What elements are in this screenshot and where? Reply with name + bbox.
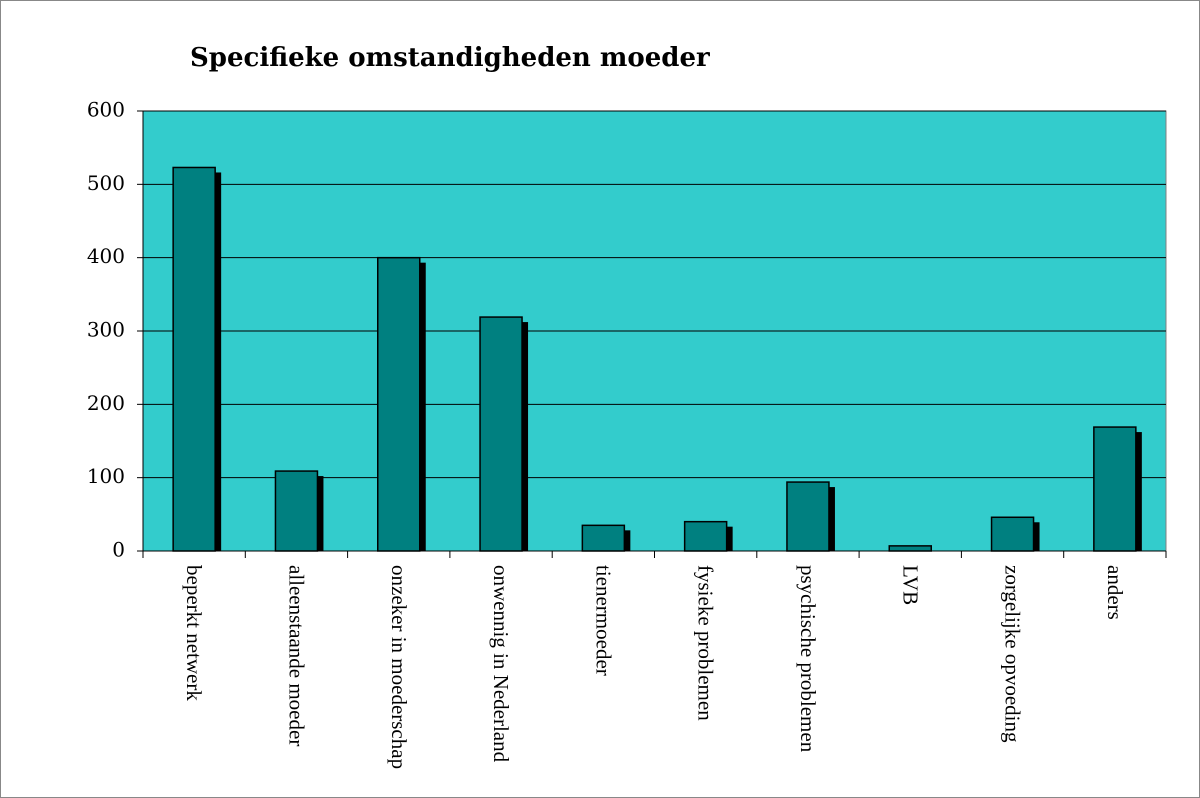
y-tick-label: 600 bbox=[87, 98, 125, 122]
x-tick-label: beperkt netwerk bbox=[182, 565, 207, 701]
bar bbox=[990, 516, 1035, 552]
bar bbox=[479, 316, 523, 552]
bar bbox=[683, 520, 728, 552]
bar bbox=[172, 166, 216, 552]
bar bbox=[888, 545, 932, 552]
x-tick-label: onwennig in Nederland bbox=[489, 565, 514, 763]
x-tick-label: tienermoeder bbox=[591, 565, 616, 676]
bar bbox=[377, 256, 421, 552]
y-tick-label: 300 bbox=[87, 318, 125, 342]
y-tick-label: 200 bbox=[87, 391, 125, 415]
bar bbox=[581, 524, 626, 552]
bar bbox=[274, 470, 319, 552]
y-tick-label: 100 bbox=[87, 464, 125, 488]
x-tick-label: fysieke problemen bbox=[693, 565, 718, 721]
x-tick-label: alleenstaande moeder bbox=[284, 565, 309, 747]
y-tick-label: 0 bbox=[112, 538, 125, 562]
x-tick-label: onzeker in moederschap bbox=[386, 565, 411, 770]
bar bbox=[1093, 426, 1137, 552]
x-tick-label: psychische problemen bbox=[795, 565, 820, 753]
bar bbox=[786, 481, 830, 552]
x-tick-label: zorgelijke opvoeding bbox=[1000, 565, 1025, 743]
chart-title: Specifieke omstandigheden moeder bbox=[190, 43, 710, 73]
y-tick-label: 500 bbox=[87, 171, 125, 195]
x-tick-label: anders bbox=[1102, 565, 1127, 620]
y-tick-label: 400 bbox=[87, 244, 125, 268]
x-tick-label: LVB bbox=[898, 565, 923, 606]
